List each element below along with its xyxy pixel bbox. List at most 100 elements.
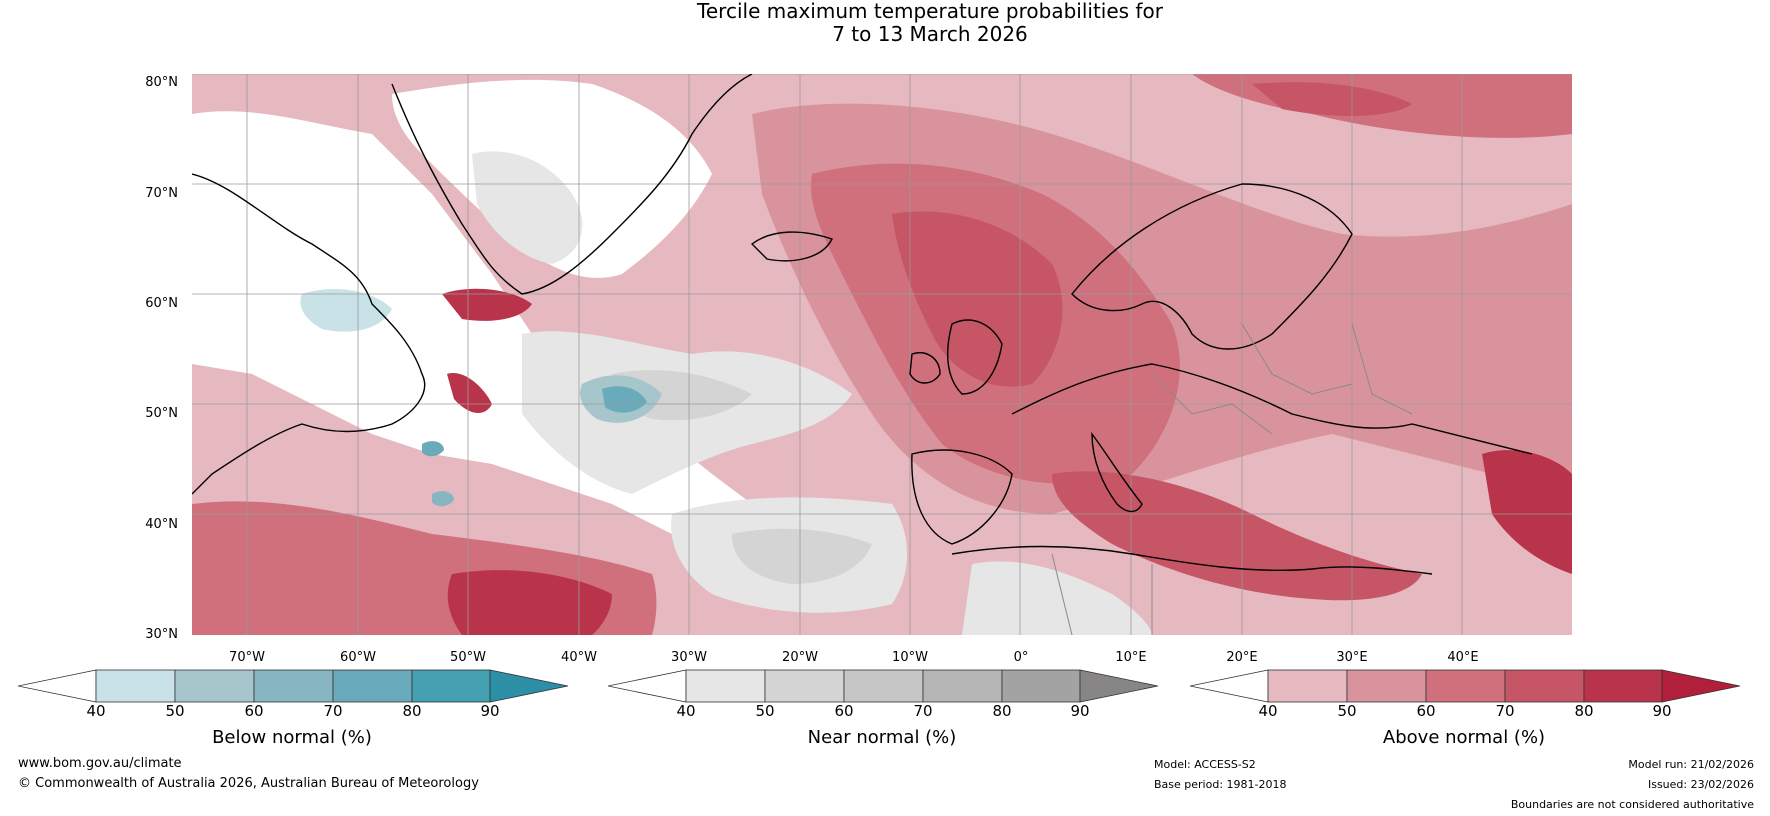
region-blue-labrador xyxy=(300,289,392,332)
colorbar-near-tick-50: 50 xyxy=(755,702,775,720)
colorbar-near-seg-1 xyxy=(685,669,766,703)
colorbar-below xyxy=(18,669,568,703)
region-grey-subtropics-2 xyxy=(732,528,872,584)
footer-disclaimer: Boundaries are not considered authoritat… xyxy=(1510,798,1754,811)
region-above-atlantic-south-2 xyxy=(447,570,612,635)
colorbar-above-title: Above normal (%) xyxy=(1382,727,1546,748)
lon-label-30e: 30°E xyxy=(1336,650,1368,665)
footer-website: www.bom.gov.au/climate xyxy=(18,756,182,771)
colorbar-below-seg-3 xyxy=(253,669,334,703)
lat-label-80n: 80°N xyxy=(145,75,178,90)
region-blue-small-2 xyxy=(432,491,454,507)
colorbar-above-tick-50: 50 xyxy=(1337,702,1357,720)
coastlines xyxy=(192,74,1533,575)
title-line-2: 7 to 13 March 2026 xyxy=(832,22,1028,46)
colorbar-above-seg-0 xyxy=(1190,669,1269,703)
footer-base-period: Base period: 1981-2018 xyxy=(1154,778,1287,791)
map-canvas xyxy=(192,74,1572,635)
lon-label-30w: 30°W xyxy=(671,650,707,665)
colorbar-below-title: Below normal (%) xyxy=(212,727,372,748)
colorbar-near-seg-4 xyxy=(922,669,1003,703)
lon-label-10e: 10°E xyxy=(1115,650,1147,665)
lat-label-40n: 40°N xyxy=(145,517,178,532)
coast-europe xyxy=(1011,363,1533,455)
lon-label-70w: 70°W xyxy=(229,650,265,665)
colorbar-near-tick-70: 70 xyxy=(913,702,933,720)
lon-label-40w: 40°W xyxy=(561,650,597,665)
colorbar-above-tick-90: 90 xyxy=(1652,702,1672,720)
coast-iberia xyxy=(911,449,1013,545)
colorbar-below-seg-1 xyxy=(95,669,176,703)
lon-label-60w: 60°W xyxy=(340,650,376,665)
colorbar-near-title: Near normal (%) xyxy=(807,727,957,748)
region-above-greenland-tip xyxy=(442,288,532,321)
coast-ireland xyxy=(909,352,941,384)
coast-greenland xyxy=(391,74,753,295)
colorbar-near-seg-5 xyxy=(1001,669,1081,703)
footer-model-run: Model run: 21/02/2026 xyxy=(1628,758,1754,771)
probability-map xyxy=(192,74,1572,635)
lon-label-0: 0° xyxy=(1013,650,1029,665)
lat-label-30n: 30°N xyxy=(145,627,178,642)
colorbar-below-seg-4 xyxy=(332,669,413,703)
coast-iceland xyxy=(750,231,833,262)
coast-canada xyxy=(192,173,426,495)
colorbar-above-seg-1 xyxy=(1267,669,1348,703)
colorbar-near-tick-60: 60 xyxy=(834,702,854,720)
lat-label-50n: 50°N xyxy=(145,406,178,421)
colorbar-above-seg-5 xyxy=(1583,669,1663,703)
region-blue-atlantic-core xyxy=(602,386,647,413)
footer-issued: Issued: 23/02/2026 xyxy=(1647,778,1754,791)
colorbar-near-tick-40: 40 xyxy=(676,702,696,720)
graticule xyxy=(192,74,1572,635)
region-grey-greenland xyxy=(472,151,583,264)
coast-italy xyxy=(1091,431,1143,513)
colorbar-near-tick-90: 90 xyxy=(1070,702,1090,720)
colorbar-below-tick-90: 90 xyxy=(480,702,500,720)
colorbar-below-seg-5 xyxy=(411,669,491,703)
colorbar-near-seg-0 xyxy=(608,669,687,703)
region-blue-small-1 xyxy=(422,441,444,457)
colorbar-below-seg-2 xyxy=(174,669,255,703)
footer-model: Model: ACCESS-S2 xyxy=(1154,758,1256,771)
region-grey-sahara xyxy=(962,561,1152,635)
lat-label-70n: 70°N xyxy=(145,186,178,201)
colorbar-above-tick-40: 40 xyxy=(1258,702,1278,720)
region-above-caspian xyxy=(1482,450,1572,574)
colorbar-above-seg-6 xyxy=(1661,669,1740,703)
colorbar-below-tick-60: 60 xyxy=(244,702,264,720)
colorbar-below-tick-80: 80 xyxy=(402,702,422,720)
colorbar-above-tick-80: 80 xyxy=(1574,702,1594,720)
colorbar-near-tick-80: 80 xyxy=(992,702,1012,720)
colorbar-below-tick-40: 40 xyxy=(86,702,106,720)
region-above-arctic-dark xyxy=(1252,82,1412,116)
colorbar-near-seg-3 xyxy=(843,669,924,703)
colorbar-above-seg-4 xyxy=(1504,669,1585,703)
colorbar-below-seg-6 xyxy=(489,669,568,703)
coast-north-africa xyxy=(951,545,1433,575)
colorbar-above xyxy=(1190,669,1740,703)
lat-label-60n: 60°N xyxy=(145,296,178,311)
colorbar-above-seg-2 xyxy=(1346,669,1427,703)
map-title: Tercile maximum temperature probabilitie… xyxy=(0,0,1770,46)
colorbar-below-seg-0 xyxy=(18,669,97,703)
lon-label-20w: 20°W xyxy=(782,650,818,665)
colorbar-below-tick-70: 70 xyxy=(323,702,343,720)
colorbar-near-seg-2 xyxy=(764,669,845,703)
lon-label-50w: 50°W xyxy=(450,650,486,665)
colorbar-below-tick-50: 50 xyxy=(165,702,185,720)
borders xyxy=(1051,323,1413,635)
lon-label-10w: 10°W xyxy=(892,650,928,665)
coast-scandinavia xyxy=(1071,183,1353,350)
colorbar-above-seg-3 xyxy=(1425,669,1506,703)
lon-label-40e: 40°E xyxy=(1447,650,1479,665)
colorbar-near-seg-6 xyxy=(1079,669,1158,703)
lon-label-20e: 20°E xyxy=(1226,650,1258,665)
colorbar-near xyxy=(608,669,1158,703)
colorbar-above-tick-60: 60 xyxy=(1416,702,1436,720)
region-above-newfoundland xyxy=(447,373,492,414)
footer-copyright: © Commonwealth of Australia 2026, Austra… xyxy=(18,776,479,791)
colorbar-above-tick-70: 70 xyxy=(1495,702,1515,720)
title-line-1: Tercile maximum temperature probabilitie… xyxy=(697,0,1163,23)
coast-britain xyxy=(947,319,1003,395)
